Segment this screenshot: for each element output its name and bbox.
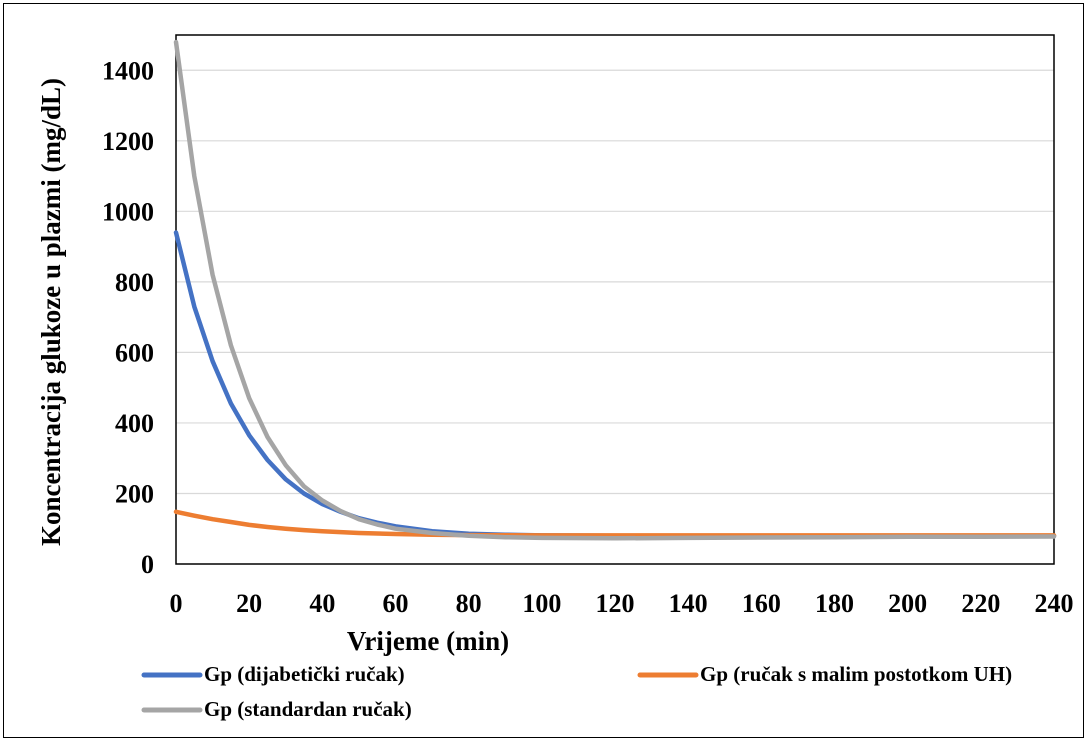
line-chart: 0 200 400 600 800 1000 1200 1400 0 20 40 60 80 100 12… <box>36 34 1074 721</box>
gridlines <box>176 69 1054 495</box>
x-tick-label: 140 <box>669 589 708 618</box>
legend: Gp (dijabetički ručak) Gp (ručak s malim … <box>141 662 1012 721</box>
y-tick-label: 1200 <box>102 127 154 156</box>
x-tick-label: 200 <box>888 589 927 618</box>
plot-area <box>175 34 1055 565</box>
x-axis-title: Vrijeme (min) <box>347 626 509 656</box>
x-tick-label: 80 <box>456 589 482 618</box>
legend-label: Gp (ručak s malim postotkom UH) <box>700 662 1012 686</box>
y-tick-label: 1000 <box>102 197 154 226</box>
x-tick-label: 20 <box>236 589 262 618</box>
chart-frame: 0 200 400 600 800 1000 1200 1400 0 20 40 60 80 100 12… <box>3 3 1084 738</box>
y-tick-label: 800 <box>115 268 154 297</box>
y-tick-label: 200 <box>115 479 154 508</box>
x-tick-label: 180 <box>815 589 854 618</box>
plot-border <box>175 34 1055 565</box>
y-axis-title: Koncentracija glukoze u plazmi (mg/dL) <box>36 78 66 546</box>
x-tick-label: 160 <box>742 589 781 618</box>
series-line-3 <box>173 39 1057 541</box>
y-tick-label: 600 <box>115 338 154 367</box>
series-lines <box>173 39 1057 541</box>
legend-label: Gp (standardan ručak) <box>204 697 412 721</box>
x-tick-label: 0 <box>170 589 183 618</box>
x-tick-labels: 0 20 40 60 80 100 120 140 160 180 200 220 240 <box>170 589 1074 618</box>
series-line-2 <box>173 509 1057 538</box>
legend-label: Gp (dijabetički ručak) <box>204 662 405 686</box>
y-tick-label: 1400 <box>102 56 154 85</box>
y-tick-label: 0 <box>141 550 154 579</box>
y-tick-label: 400 <box>115 409 154 438</box>
x-tick-label: 100 <box>522 589 561 618</box>
x-tick-label: 40 <box>309 589 335 618</box>
y-tick-labels: 0 200 400 600 800 1000 1200 1400 <box>102 56 154 579</box>
x-tick-label: 220 <box>961 589 1000 618</box>
x-tick-label: 60 <box>383 589 409 618</box>
x-tick-label: 120 <box>596 589 635 618</box>
x-tick-label: 240 <box>1035 589 1074 618</box>
